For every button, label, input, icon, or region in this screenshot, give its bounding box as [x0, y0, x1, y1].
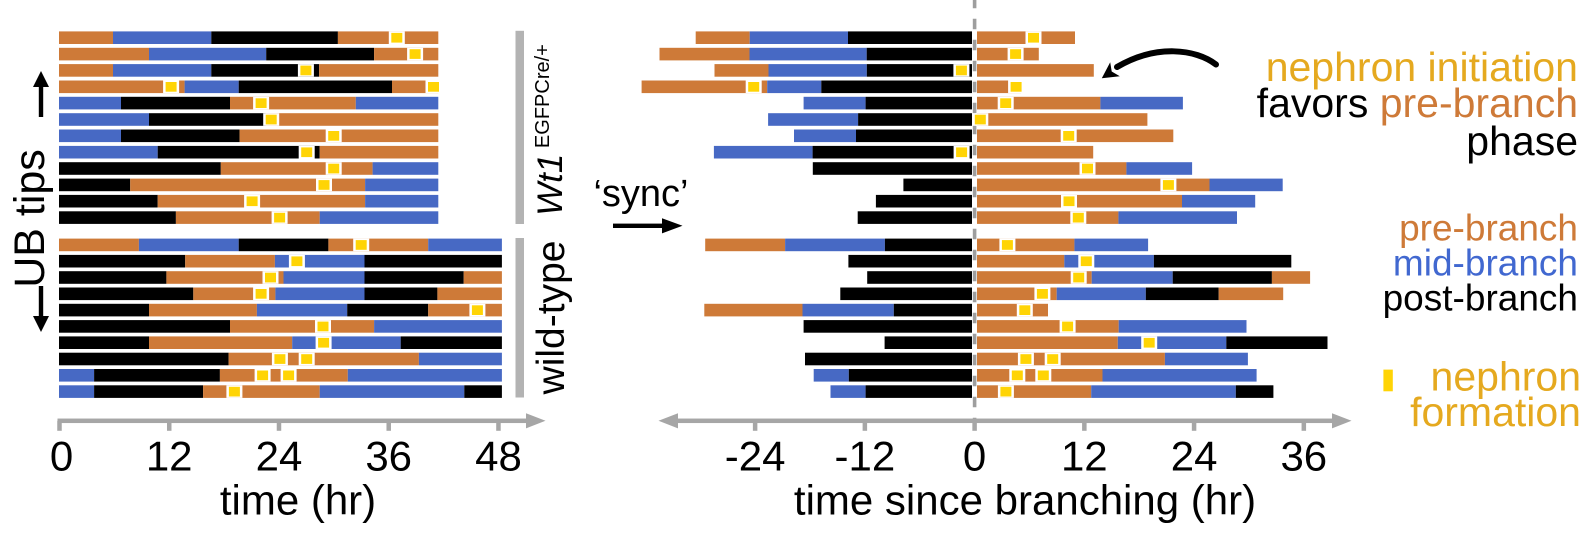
svg-text:wild-type: wild-type: [530, 241, 573, 396]
svg-text:UB tips: UB tips: [6, 149, 54, 288]
svg-text:Wt1 EGFPCre/+: Wt1 EGFPCre/+: [531, 44, 570, 216]
svg-text:time (hr): time (hr): [220, 477, 376, 524]
svg-text:0: 0: [50, 433, 73, 480]
svg-text:pre-branch: pre-branch: [1399, 208, 1578, 249]
svg-text:post-branch: post-branch: [1383, 278, 1578, 319]
svg-text:time since branching (hr): time since branching (hr): [794, 477, 1256, 524]
svg-text:12: 12: [1061, 433, 1108, 480]
svg-text:favors pre-branch: favors pre-branch: [1257, 80, 1578, 126]
svg-text:-12: -12: [835, 433, 896, 480]
svg-text:formation: formation: [1410, 389, 1581, 435]
svg-text:0: 0: [963, 433, 986, 480]
svg-text:mid-branch: mid-branch: [1393, 243, 1578, 284]
svg-text:‘sync’: ‘sync’: [593, 173, 688, 215]
svg-text:36: 36: [1280, 433, 1327, 480]
svg-text:12: 12: [146, 433, 193, 480]
svg-text:nephron: nephron: [1431, 353, 1581, 399]
svg-text:48: 48: [475, 433, 522, 480]
svg-text:nephron initiation: nephron initiation: [1266, 44, 1578, 90]
svg-text:-24: -24: [725, 433, 786, 480]
svg-text:24: 24: [1171, 433, 1218, 480]
svg-text:phase: phase: [1466, 118, 1578, 164]
svg-text:36: 36: [365, 433, 412, 480]
svg-text:24: 24: [256, 433, 303, 480]
